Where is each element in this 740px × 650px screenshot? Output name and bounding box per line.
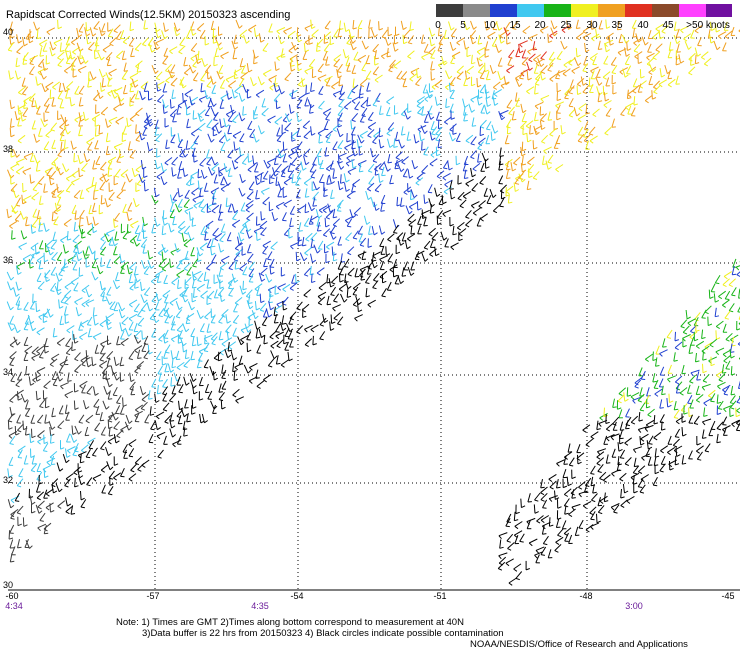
cb-label-5: 25 xyxy=(560,20,572,31)
lat-label-36: 36 xyxy=(3,255,14,265)
time-label-mid: 4:35 xyxy=(251,601,269,611)
lat-label-34: 34 xyxy=(3,367,14,377)
lat-lon-grid xyxy=(8,28,740,590)
cb-label-0: 0 xyxy=(435,20,441,31)
lon-label-51: -51 xyxy=(433,591,447,601)
cb-label-8: 40 xyxy=(637,20,649,31)
note-line-1: Note: 1) Times are GMT 2)Times along bot… xyxy=(116,617,464,628)
lat-label-38: 38 xyxy=(3,144,14,154)
cb-swatch-5 xyxy=(571,4,598,17)
cb-swatch-1 xyxy=(463,4,490,17)
time-label-start: 4:34 xyxy=(5,601,23,611)
cb-label-1: 5 xyxy=(460,20,466,31)
map-title: Rapidscat Corrected Winds(12.5KM) 201503… xyxy=(6,9,291,21)
wind-speed-colorbar: 0 5 10 15 20 25 30 35 40 45 >50 knots xyxy=(435,4,732,34)
cb-swatch-9 xyxy=(679,4,706,17)
cb-swatch-2 xyxy=(490,4,517,17)
cb-label-3: 15 xyxy=(509,20,521,31)
lon-label-54: -54 xyxy=(290,591,304,601)
cb-label-7: 35 xyxy=(611,20,623,31)
lon-label-45: -45 xyxy=(721,591,735,601)
cb-swatch-4 xyxy=(544,4,571,17)
cb-label-9: 45 xyxy=(662,20,674,31)
cb-label-6: 30 xyxy=(586,20,598,31)
cb-swatch-0 xyxy=(436,4,463,17)
lat-label-40: 40 xyxy=(3,27,14,37)
cb-swatch-3 xyxy=(517,4,544,17)
time-label-end: 3:00 xyxy=(625,601,643,611)
cb-label-4: 20 xyxy=(534,20,546,31)
lon-label-60: -60 xyxy=(5,591,19,601)
lat-label-32: 32 xyxy=(3,475,14,485)
lat-label-30: 30 xyxy=(3,580,14,590)
cb-swatch-10 xyxy=(706,4,732,17)
lon-label-57: -57 xyxy=(146,591,160,601)
wind-barbs xyxy=(6,19,740,586)
cb-swatch-8 xyxy=(652,4,679,17)
cb-label-10: >50 knots xyxy=(686,20,730,31)
cb-swatch-6 xyxy=(598,4,625,17)
note-line-2: 3)Data buffer is 22 hrs from 20150323 4)… xyxy=(142,628,504,639)
cb-swatch-7 xyxy=(625,4,652,17)
lon-label-48: -48 xyxy=(579,591,593,601)
note-line-3: NOAA/NESDIS/Office of Research and Appli… xyxy=(470,639,688,650)
cb-label-2: 10 xyxy=(484,20,496,31)
